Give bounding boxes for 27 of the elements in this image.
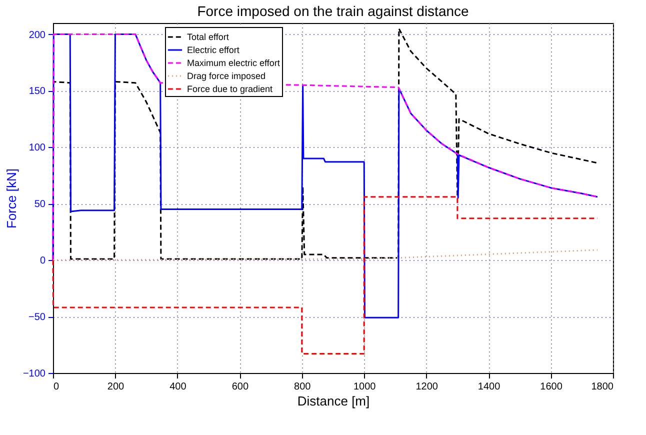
- x-tick-label: 0: [54, 382, 60, 392]
- chart-title: Force imposed on the train against distance: [197, 3, 470, 19]
- legend-label: Total effort: [187, 32, 230, 42]
- y-tick-label: 100: [28, 142, 46, 154]
- x-tick-label: 1200: [416, 382, 438, 392]
- legend-label: Electric effort: [187, 45, 240, 55]
- y-tick-label: 50: [34, 199, 46, 210]
- line-series: [52, 196, 598, 355]
- x-tick-label: 1000: [353, 382, 376, 392]
- y-tick-label: 150: [28, 86, 46, 98]
- y-tick-label: −100: [22, 368, 46, 380]
- x-tick-label: 600: [232, 382, 249, 392]
- y-tick-label: −50: [28, 312, 46, 324]
- legend-label: Force due to gradient: [187, 84, 274, 94]
- legend-label: Drag force imposed: [187, 71, 266, 81]
- y-tick-label: 0: [40, 256, 46, 267]
- legend-label: Maximum electric effort: [187, 58, 280, 68]
- line-series: [52, 249, 598, 261]
- x-tick-label: 1800: [591, 382, 614, 392]
- x-tick-label: 1600: [540, 382, 563, 392]
- x-tick-label: 1400: [478, 382, 501, 392]
- y-axis-title: Force [kN]: [4, 168, 19, 228]
- x-tick-label: 200: [107, 382, 124, 392]
- y-tick-label: 200: [28, 30, 46, 41]
- x-tick-label: 400: [170, 382, 187, 392]
- x-tick-label: 800: [294, 382, 312, 392]
- x-axis-title: Distance [m]: [297, 394, 370, 408]
